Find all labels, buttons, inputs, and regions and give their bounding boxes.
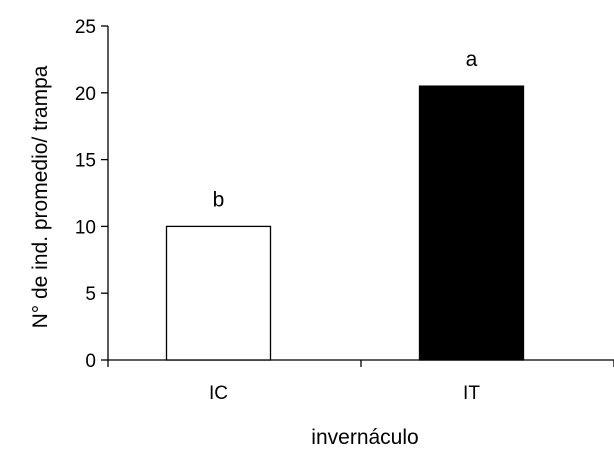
y-tick-label: 20 <box>75 84 96 105</box>
bars: ba <box>165 48 525 361</box>
x-axis: IC IT <box>107 359 614 404</box>
y-axis: 0 5 10 15 20 25 <box>75 17 109 372</box>
significance-label: b <box>213 188 225 211</box>
y-tick-label: 15 <box>75 151 96 172</box>
significance-label: a <box>466 48 478 71</box>
bar-it <box>418 85 525 361</box>
y-axis-title: N° de ind. promedio/ trampa <box>29 65 52 328</box>
x-category-label: IC <box>209 383 228 404</box>
y-tick-label: 0 <box>85 351 96 372</box>
y-tick-label: 25 <box>75 17 96 38</box>
bar-ic <box>165 225 272 361</box>
y-tick-label: 10 <box>75 217 96 238</box>
y-tick-label: 5 <box>85 284 96 305</box>
x-axis-title: invernáculo <box>311 426 418 449</box>
x-category-label: IT <box>463 383 480 404</box>
